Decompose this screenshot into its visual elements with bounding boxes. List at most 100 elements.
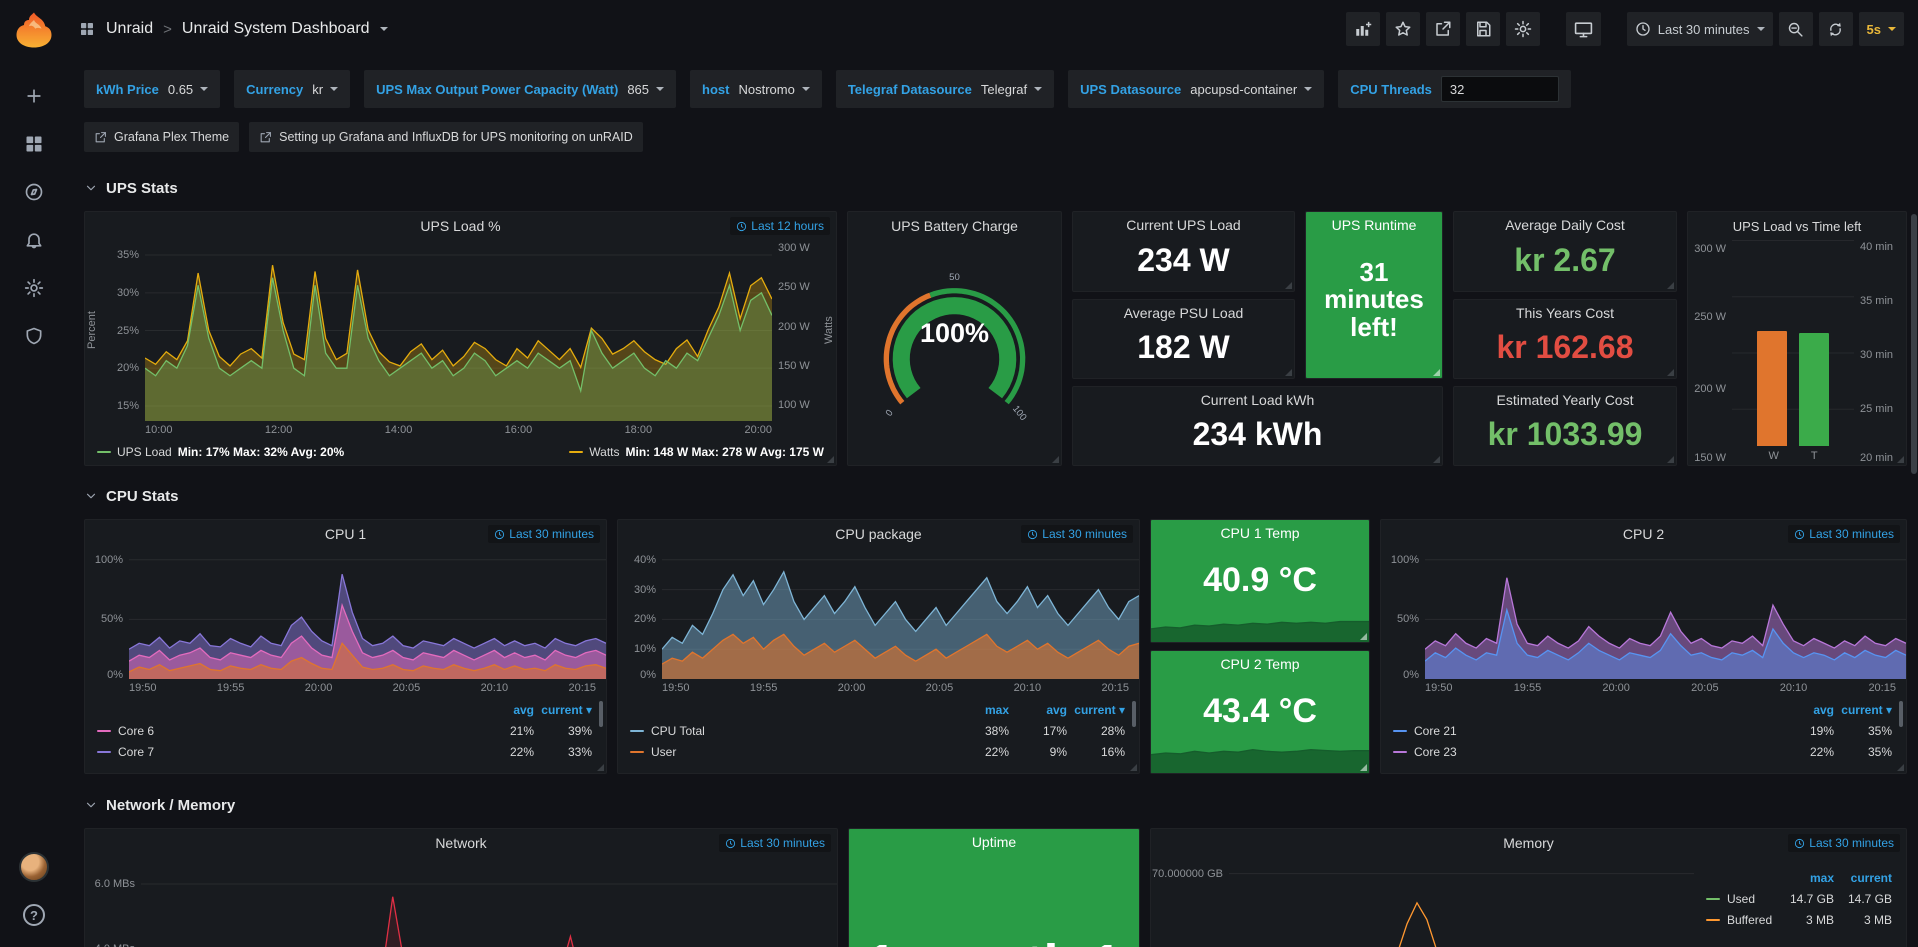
panel-title[interactable]: UPS Load vs Time left bbox=[1732, 218, 1862, 234]
page-scrollbar-thumb[interactable] bbox=[1911, 214, 1917, 474]
panel-cpu-package: CPU package Last 30 minutes 40% 30% 20% 10%… bbox=[617, 519, 1140, 774]
chart-ups-load[interactable] bbox=[145, 240, 772, 421]
dashboard-settings-button[interactable] bbox=[1505, 12, 1540, 46]
refresh-interval-picker[interactable]: 5s bbox=[1858, 12, 1904, 46]
variable-value-dropdown[interactable]: Nostromo bbox=[738, 82, 810, 97]
legend-sort-header[interactable]: current ▾ bbox=[1074, 702, 1125, 717]
legend-sort-header[interactable]: avg bbox=[1813, 702, 1834, 717]
sidebar-item-alerting[interactable] bbox=[0, 216, 68, 264]
variable-value-dropdown[interactable]: 865 bbox=[627, 82, 665, 97]
panel-title[interactable]: CPU 1 Temp bbox=[1220, 525, 1300, 541]
legend-series-toggle[interactable]: Core 21 bbox=[1393, 724, 1776, 738]
variable-value-dropdown[interactable]: apcupsd-container bbox=[1190, 82, 1313, 97]
stat-value: 31 minutes left! bbox=[1324, 257, 1424, 342]
save-dashboard-button[interactable] bbox=[1465, 12, 1500, 46]
variable-label[interactable]: kWh Price bbox=[96, 81, 159, 97]
legend-series-toggle[interactable]: Core 7 bbox=[97, 745, 476, 759]
panel-title[interactable]: Current Load kWh bbox=[1200, 392, 1315, 408]
chart-cpu1[interactable] bbox=[129, 548, 606, 679]
share-dashboard-button[interactable] bbox=[1425, 12, 1460, 46]
star-dashboard-button[interactable] bbox=[1385, 12, 1420, 46]
legend-sort-header[interactable]: current ▾ bbox=[541, 702, 592, 717]
panel-title[interactable]: UPS Runtime bbox=[1331, 217, 1417, 233]
panel-title[interactable]: Uptime bbox=[971, 834, 1017, 850]
legend-sort-header[interactable]: avg bbox=[1046, 702, 1067, 717]
bar-T[interactable] bbox=[1799, 332, 1829, 446]
sidebar-item-explore[interactable] bbox=[0, 168, 68, 216]
variable-label[interactable]: Telegraf Datasource bbox=[847, 81, 972, 97]
chart-memory[interactable] bbox=[1229, 857, 1694, 947]
variable-value-dropdown[interactable]: kr bbox=[312, 82, 339, 97]
row-header-network-memory[interactable]: Network / Memory bbox=[84, 793, 235, 817]
panel-title[interactable]: Average Daily Cost bbox=[1505, 217, 1625, 233]
panel-title[interactable]: Estimated Yearly Cost bbox=[1496, 392, 1634, 408]
tick-label: 20:05 bbox=[392, 682, 421, 694]
breadcrumb-folder[interactable]: Unraid bbox=[106, 20, 154, 37]
panel-title[interactable]: CPU package bbox=[835, 526, 922, 542]
dashboard-link-ups-monitoring-guide[interactable]: Setting up Grafana and InfluxDB for UPS … bbox=[249, 122, 643, 152]
variable-value-dropdown[interactable]: 0.65 bbox=[168, 82, 209, 97]
zoom-out-time-button[interactable] bbox=[1778, 12, 1813, 46]
dashboard-title[interactable]: Unraid System Dashboard bbox=[181, 20, 370, 37]
legend-scrollbar[interactable] bbox=[1132, 701, 1136, 727]
legend-series-watts[interactable]: Watts Min: 148 W Max: 278 W Avg: 175 W bbox=[569, 445, 824, 459]
legend-series-toggle[interactable]: CPU Total bbox=[630, 724, 951, 738]
variable-value-dropdown[interactable]: Telegraf bbox=[981, 82, 1043, 97]
refresh-button[interactable] bbox=[1818, 12, 1853, 46]
time-range-picker[interactable]: Last 30 minutes bbox=[1626, 12, 1773, 46]
panel-title[interactable]: CPU 2 Temp bbox=[1220, 656, 1300, 672]
grafana-logo-icon[interactable] bbox=[14, 10, 54, 50]
legend-sort-header[interactable]: avg bbox=[513, 702, 534, 717]
legend-sort-header[interactable]: current bbox=[1850, 870, 1892, 885]
panel-title[interactable]: Average PSU Load bbox=[1123, 305, 1244, 321]
legend-series-toggle[interactable]: Used bbox=[1706, 892, 1776, 906]
panel-title[interactable]: UPS Battery Charge bbox=[891, 218, 1018, 234]
cpu-threads-input[interactable] bbox=[1440, 76, 1559, 102]
chevron-down-icon bbox=[86, 185, 96, 191]
sidebar-item-server-admin[interactable] bbox=[0, 312, 68, 360]
legend-series-toggle[interactable]: User bbox=[630, 745, 951, 759]
legend-row: Core 21 19% 35% bbox=[1393, 720, 1892, 741]
sidebar-item-help[interactable]: ? bbox=[0, 891, 68, 939]
user-profile-button[interactable] bbox=[0, 843, 68, 891]
sidebar-item-create[interactable] bbox=[0, 72, 68, 120]
caret-down-icon[interactable] bbox=[379, 27, 388, 31]
panel-title[interactable]: Current UPS Load bbox=[1126, 217, 1241, 233]
variable-label[interactable]: UPS Datasource bbox=[1080, 81, 1182, 97]
bar-W[interactable] bbox=[1757, 330, 1787, 446]
chart-network[interactable] bbox=[141, 857, 837, 947]
row-header-cpu-stats[interactable]: CPU Stats bbox=[84, 484, 179, 508]
cycle-view-mode-button[interactable] bbox=[1565, 12, 1601, 46]
panel-title[interactable]: Network bbox=[435, 835, 487, 851]
legend-scrollbar[interactable] bbox=[599, 701, 603, 727]
panel-title[interactable]: CPU 2 bbox=[1622, 526, 1665, 542]
legend-sort-header[interactable]: max bbox=[984, 702, 1009, 717]
legend-series-ups-load[interactable]: UPS Load Min: 17% Max: 32% Avg: 20% bbox=[97, 445, 344, 459]
legend-series-toggle[interactable]: Core 23 bbox=[1393, 745, 1776, 759]
legend-sort-header[interactable]: max bbox=[1809, 870, 1834, 885]
legend-scrollbar[interactable] bbox=[1899, 701, 1903, 727]
panel-title[interactable]: UPS Load % bbox=[420, 218, 501, 234]
variable-label[interactable]: CPU Threads bbox=[1350, 81, 1432, 97]
legend-series-toggle[interactable]: Buffered bbox=[1706, 913, 1776, 927]
apps-grid-icon[interactable] bbox=[78, 20, 96, 38]
dashboard-link-grafana-plex-theme[interactable]: Grafana Plex Theme bbox=[84, 122, 240, 152]
sidebar-item-dashboards[interactable] bbox=[0, 120, 68, 168]
battery-gauge[interactable]: 0 50 100 bbox=[848, 240, 1061, 465]
sidebar-item-configuration[interactable] bbox=[0, 264, 68, 312]
panel-title[interactable]: CPU 1 bbox=[324, 526, 367, 542]
row-header-ups-stats[interactable]: UPS Stats bbox=[84, 176, 178, 200]
chart-cpu-package[interactable] bbox=[662, 548, 1139, 679]
svg-text:0: 0 bbox=[884, 408, 896, 419]
chart-cpu2[interactable] bbox=[1425, 548, 1906, 679]
page-scrollbar[interactable] bbox=[1910, 58, 1918, 947]
legend-series-toggle[interactable]: Core 6 bbox=[97, 724, 476, 738]
chart-canvas bbox=[145, 240, 772, 421]
legend-sort-header[interactable]: current ▾ bbox=[1841, 702, 1892, 717]
panel-title[interactable]: This Years Cost bbox=[1515, 305, 1615, 321]
panel-title[interactable]: Memory bbox=[1503, 835, 1554, 851]
variable-label[interactable]: UPS Max Output Power Capacity (Watt) bbox=[376, 81, 619, 97]
variable-label[interactable]: host bbox=[702, 81, 730, 97]
add-panel-button[interactable] bbox=[1345, 12, 1380, 46]
variable-label[interactable]: Currency bbox=[246, 81, 304, 97]
